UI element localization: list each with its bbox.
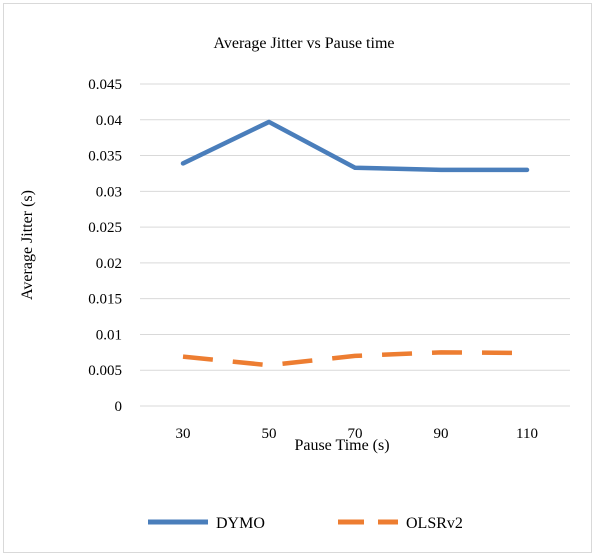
- chart-frame: [3, 3, 592, 553]
- legend-label-olsrv2: OLSRv2: [406, 515, 463, 532]
- chart-title: Average Jitter vs Pause time: [214, 35, 395, 52]
- legend-label-dymo: DYMO: [216, 515, 265, 532]
- y-tick-label: 0.01: [96, 327, 122, 343]
- y-tick-label: 0.03: [96, 184, 122, 200]
- y-tick-label: 0.005: [88, 363, 122, 379]
- x-tick-label: 30: [176, 426, 191, 442]
- y-tick-label: 0.035: [88, 149, 122, 165]
- y-tick-label: 0.04: [96, 113, 123, 129]
- y-tick-label: 0.025: [88, 220, 122, 236]
- y-tick-label: 0: [115, 399, 123, 415]
- x-axis-label: Pause Time (s): [294, 437, 389, 454]
- y-tick-label: 0.045: [88, 77, 122, 93]
- x-tick-labels: 30 50 70 90 110: [176, 426, 538, 442]
- gridlines: [140, 83, 570, 407]
- y-tick-label: 0.015: [88, 292, 122, 308]
- x-tick-label: 90: [434, 426, 449, 442]
- y-axis-label: Average Jitter (s): [19, 190, 36, 300]
- x-tick-label: 50: [262, 426, 277, 442]
- series-line-dymo: [180, 119, 530, 173]
- series-line-olsrv2: [182, 350, 528, 368]
- x-tick-label: 110: [516, 426, 538, 442]
- series-lines: [180, 119, 530, 368]
- y-tick-label: 0.02: [96, 256, 122, 272]
- x-tick-label: 70: [348, 426, 363, 442]
- legend: DYMO OLSRv2: [148, 515, 463, 532]
- y-tick-labels: 0 0.005 0.01 0.015 0.02 0.025 0.03 0.035 0.04 0.0…: [88, 77, 122, 415]
